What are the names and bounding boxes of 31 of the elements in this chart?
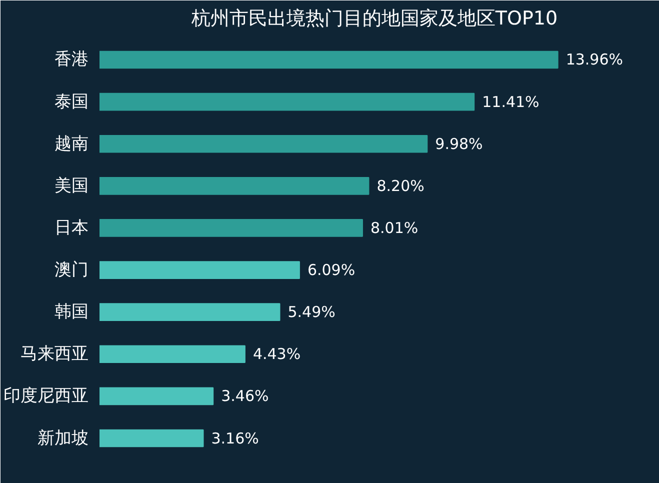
y-tick-label: 澳门 — [54, 260, 88, 280]
data-label: 5.49% — [288, 303, 336, 322]
data-label: 6.09% — [307, 261, 356, 280]
bar — [100, 429, 204, 448]
bar — [100, 134, 428, 153]
y-tick-label: 香港 — [54, 50, 88, 70]
data-label: 3.16% — [211, 429, 259, 448]
y-tick-label: 越南 — [54, 134, 88, 154]
bar — [100, 345, 246, 364]
y-tick-label: 韩国 — [54, 302, 88, 322]
y-tick-label: 美国 — [54, 176, 88, 196]
bar — [100, 387, 214, 406]
data-label: 3.46% — [221, 387, 269, 406]
chart-title: 杭州市民出境热门目的地国家及地区TOP10 — [190, 8, 558, 30]
y-tick-label: 日本 — [54, 218, 88, 238]
y-tick-label: 马来西亚 — [20, 344, 88, 364]
y-tick-label: 泰国 — [54, 92, 88, 112]
bar — [100, 177, 370, 195]
data-label: 11.41% — [482, 92, 540, 111]
bar — [100, 219, 363, 237]
data-label: 8.20% — [376, 176, 424, 195]
bar — [100, 303, 280, 321]
data-label: 13.96% — [566, 50, 624, 69]
bar — [100, 261, 300, 279]
y-tick-label: 印度尼西亚 — [4, 386, 88, 406]
bar — [100, 92, 475, 111]
bar — [100, 50, 558, 69]
y-tick-label: 新加坡 — [38, 428, 88, 448]
data-label: 4.43% — [252, 345, 301, 364]
data-label: 8.01% — [370, 218, 418, 237]
data-label: 9.98% — [435, 134, 483, 153]
